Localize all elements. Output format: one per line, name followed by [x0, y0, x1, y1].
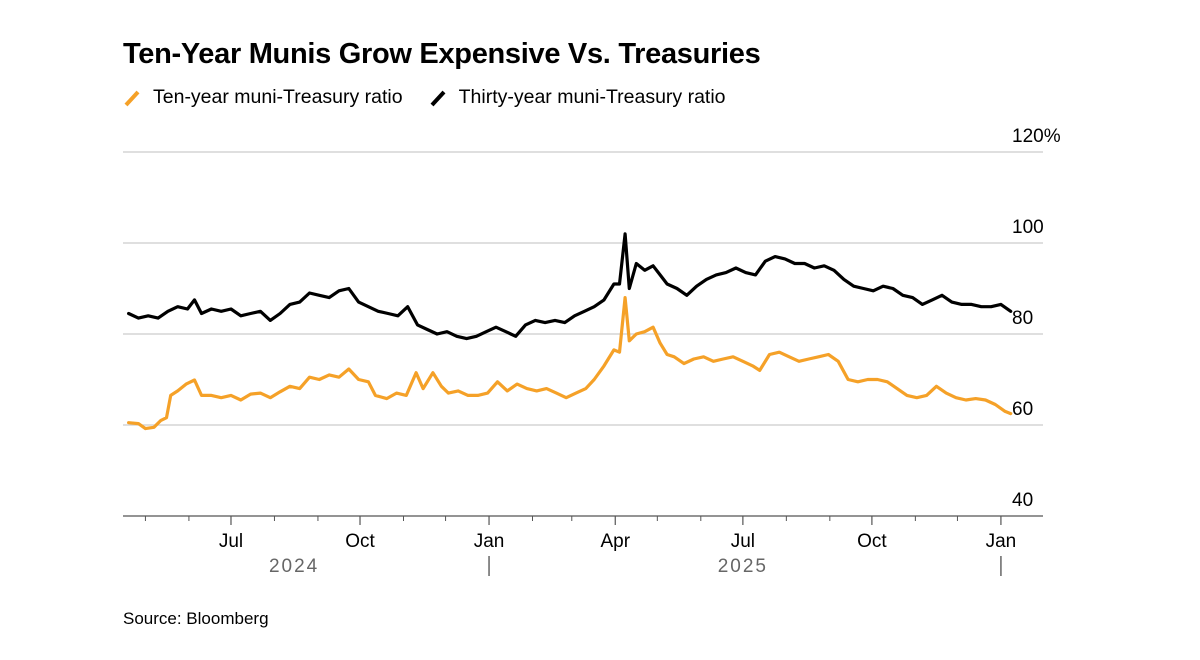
x-year-label: 2024 — [269, 556, 319, 577]
y-tick-label: 40 — [1012, 490, 1033, 511]
chart-title: Ten-Year Munis Grow Expensive Vs. Treasu… — [123, 38, 761, 70]
legend-label-thirty-year: Thirty-year muni-Treasury ratio — [458, 86, 726, 108]
x-tick-label: Jul — [731, 531, 755, 552]
x-tick-label: Oct — [857, 531, 887, 552]
series-line-thirty-year — [127, 232, 1013, 341]
x-tick-label: Apr — [600, 531, 630, 552]
x-tick-label: Jan — [474, 531, 505, 552]
y-axis: 40 60 80 100 120% — [1012, 126, 1061, 511]
legend: Ten-year muni-Treasury ratio Thirty-year… — [123, 86, 752, 109]
y-tick-label: 100 — [1012, 217, 1044, 238]
y-tick-label: 60 — [1012, 399, 1033, 420]
source-note: Source: Bloomberg — [123, 609, 269, 628]
legend-swatch-ten-year — [124, 90, 140, 106]
y-tick-label: 120% — [1012, 126, 1061, 147]
x-year-label: 2025 — [718, 556, 768, 577]
legend-swatch-thirty-year — [430, 90, 446, 106]
legend-label-ten-year: Ten-year muni-Treasury ratio — [153, 86, 403, 108]
x-tick-label: Oct — [345, 531, 375, 552]
x-tick-label: Jan — [986, 531, 1017, 552]
legend-item-thirty-year: Thirty-year muni-Treasury ratio — [429, 86, 726, 109]
series-lines — [127, 232, 1013, 431]
gridlines — [123, 151, 1043, 426]
x-axis: Jul Oct Jan Apr Jul Oct Jan 2024 2025 — [123, 515, 1043, 577]
legend-item-ten-year: Ten-year muni-Treasury ratio — [123, 86, 403, 109]
series-line-ten-year — [127, 296, 1013, 431]
y-tick-label: 80 — [1012, 308, 1033, 329]
x-tick-label: Jul — [219, 531, 243, 552]
